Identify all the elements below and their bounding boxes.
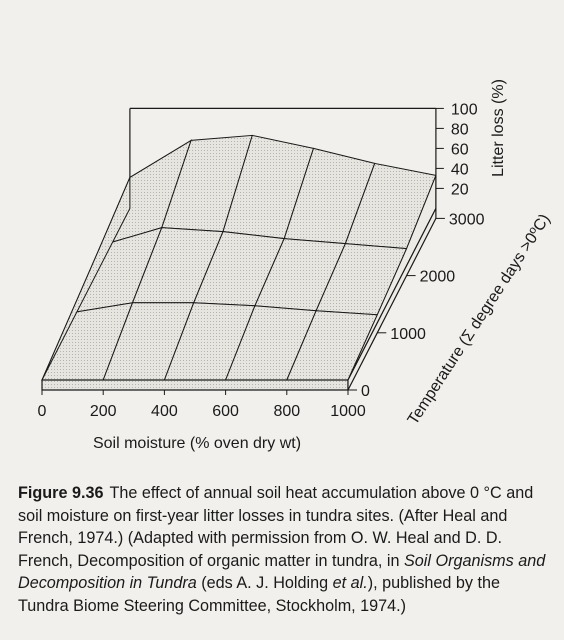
figure-number: Figure 9.36 xyxy=(18,484,104,502)
front-slab xyxy=(41,379,349,391)
z-tick-label: 100 xyxy=(451,101,478,118)
surface-mesh xyxy=(41,134,437,391)
z-tick-label: 60 xyxy=(451,141,469,158)
caption-text-3: ), published by the Tundra Biome Steerin… xyxy=(18,574,501,615)
z-tick-label: 20 xyxy=(451,181,469,198)
y-tick-label: 1000 xyxy=(390,326,426,343)
x-tick-label: 1000 xyxy=(330,403,366,420)
y-axis-title: Temperature (Σ degree days >0ºC) xyxy=(405,211,554,428)
caption-et-al: et al. xyxy=(332,574,368,592)
z-tick-label: 80 xyxy=(451,121,469,138)
z-tick-label: 40 xyxy=(451,161,469,178)
x-tick-label: 0 xyxy=(38,403,47,420)
y-tick-label: 2000 xyxy=(420,269,456,286)
figure-caption: Figure 9.36 The effect of annual soil hea… xyxy=(18,482,554,617)
x-axis-title: Soil moisture (% oven dry wt) xyxy=(93,435,301,452)
y-tick-label: 3000 xyxy=(449,211,485,228)
caption-text-1: The effect of annual soil heat accumulat… xyxy=(18,484,534,570)
x-tick-label: 600 xyxy=(212,403,239,420)
x-tick-label: 200 xyxy=(90,403,117,420)
caption-book-title: Soil Organisms and Decomposition in Tund… xyxy=(18,551,546,593)
x-tick-label: 400 xyxy=(151,403,178,420)
y-tick-label: 0 xyxy=(361,383,370,400)
x-tick-label: 800 xyxy=(273,403,300,420)
caption-text-2: (eds A. J. Holding xyxy=(196,574,333,592)
z-axis-title: Litter loss (%) xyxy=(490,79,507,177)
surface-left-wall xyxy=(41,177,131,381)
